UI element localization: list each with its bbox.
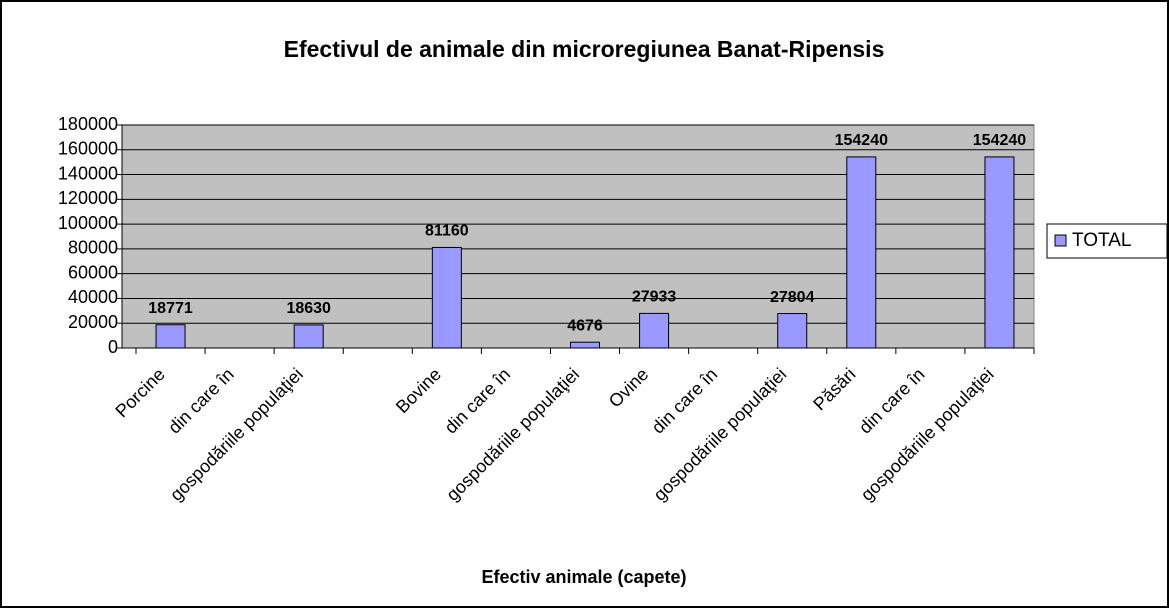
value-label: 81160 bbox=[425, 223, 469, 240]
bar bbox=[155, 324, 186, 349]
bar bbox=[777, 313, 808, 349]
value-label: 27804 bbox=[770, 289, 815, 306]
y-tick-label: 20000 bbox=[68, 312, 118, 332]
y-tick-label: 180000 bbox=[58, 114, 118, 134]
bar bbox=[293, 324, 324, 349]
legend-box bbox=[1046, 223, 1168, 259]
legend-swatch bbox=[1054, 234, 1067, 247]
value-label: 18771 bbox=[148, 300, 193, 317]
bar bbox=[984, 156, 1015, 349]
bar bbox=[569, 341, 601, 349]
y-tick-label: 120000 bbox=[58, 188, 118, 208]
bar bbox=[639, 312, 670, 349]
value-label: 154240 bbox=[973, 132, 1026, 149]
value-label: 154240 bbox=[835, 132, 888, 149]
y-tick-label: 40000 bbox=[68, 287, 118, 307]
value-label: 27933 bbox=[632, 289, 677, 306]
legend-label: TOTAL bbox=[1072, 230, 1131, 251]
value-label: 4676 bbox=[567, 317, 603, 334]
y-tick-label: 60000 bbox=[68, 262, 118, 282]
y-tick-label: 0 bbox=[108, 337, 118, 357]
y-tick-label: 160000 bbox=[58, 139, 118, 159]
chart-title: Efectivul de animale din microregiunea B… bbox=[284, 36, 885, 62]
y-tick-label: 80000 bbox=[68, 238, 118, 258]
bar bbox=[431, 246, 462, 349]
y-tick-label: 100000 bbox=[58, 213, 118, 233]
bar bbox=[846, 156, 877, 349]
plot-area bbox=[121, 124, 1035, 349]
x-axis-label: Efectiv animale (capete) bbox=[481, 567, 686, 587]
value-label: 18630 bbox=[286, 300, 331, 317]
y-tick-label: 140000 bbox=[58, 163, 118, 183]
